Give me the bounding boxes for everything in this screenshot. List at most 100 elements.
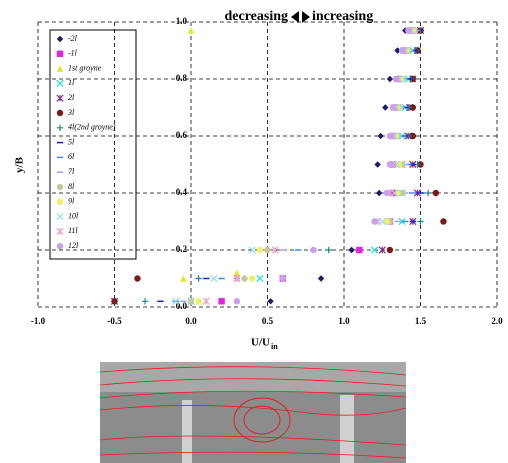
y-tick-label: 0.4 bbox=[176, 187, 188, 197]
legend-marker bbox=[56, 94, 64, 102]
legend-marker bbox=[56, 243, 64, 250]
legend-label: 2l bbox=[68, 93, 75, 102]
point bbox=[249, 275, 256, 282]
point bbox=[386, 246, 394, 254]
point bbox=[378, 246, 386, 254]
y-tick-label: 0.8 bbox=[176, 73, 188, 83]
point bbox=[210, 274, 218, 283]
legend-label: 5l bbox=[68, 137, 75, 146]
y-tick-label: 1.0 bbox=[176, 16, 188, 26]
x-tick-label: 0.5 bbox=[262, 316, 274, 326]
legend-label: 10l bbox=[68, 211, 79, 220]
x-tick-label: 1.5 bbox=[415, 316, 427, 326]
legend-marker bbox=[56, 198, 64, 205]
point bbox=[386, 75, 394, 83]
point bbox=[202, 297, 210, 305]
y-axis-label: y/B bbox=[14, 156, 26, 173]
x-tick-label: 1.0 bbox=[338, 316, 350, 326]
point bbox=[233, 298, 241, 305]
point bbox=[389, 104, 397, 111]
point bbox=[386, 161, 394, 168]
legend-marker bbox=[56, 109, 64, 117]
point bbox=[409, 132, 417, 140]
legend-marker bbox=[56, 65, 64, 72]
point bbox=[409, 104, 417, 111]
x-tick-label: 0.0 bbox=[185, 316, 197, 326]
point bbox=[382, 104, 389, 111]
arrow-right bbox=[302, 11, 310, 23]
point bbox=[141, 298, 149, 305]
point bbox=[371, 218, 378, 225]
point bbox=[248, 246, 256, 254]
point bbox=[241, 275, 248, 282]
point bbox=[390, 132, 399, 140]
x-tick-label: -1.0 bbox=[31, 316, 46, 326]
legend-marker bbox=[56, 50, 64, 57]
legend-label: 12l bbox=[68, 241, 79, 250]
point bbox=[389, 189, 397, 197]
point bbox=[370, 246, 379, 254]
legend-marker bbox=[56, 212, 64, 221]
legend-marker bbox=[56, 35, 64, 43]
point bbox=[392, 75, 400, 83]
arrow-left bbox=[291, 11, 299, 23]
point bbox=[356, 246, 363, 254]
legend-box bbox=[49, 29, 137, 260]
legend-marker bbox=[56, 227, 64, 236]
point bbox=[267, 298, 274, 305]
y-tick-label: 0.2 bbox=[176, 244, 188, 254]
legend-label: 3l bbox=[67, 108, 75, 117]
point bbox=[432, 189, 439, 197]
point bbox=[325, 246, 332, 254]
legend-label: -2l bbox=[68, 34, 78, 43]
x-tick-label: 2.0 bbox=[491, 316, 503, 326]
point bbox=[374, 161, 381, 168]
legend-label: 1st groyne bbox=[68, 63, 102, 72]
point bbox=[440, 218, 447, 225]
point bbox=[417, 218, 424, 225]
point bbox=[392, 160, 400, 169]
point bbox=[405, 27, 412, 34]
point bbox=[271, 246, 279, 254]
point bbox=[233, 269, 241, 276]
point bbox=[111, 298, 118, 305]
y-tick-label: 0.0 bbox=[176, 301, 188, 311]
x-axis-label: U/U bbox=[251, 337, 270, 349]
point bbox=[386, 132, 394, 140]
point bbox=[134, 275, 141, 282]
point bbox=[377, 132, 384, 140]
legend-label: 8l bbox=[68, 182, 75, 191]
annotation: increasing bbox=[312, 9, 373, 24]
legend-marker bbox=[56, 124, 64, 131]
point bbox=[233, 274, 241, 283]
point bbox=[398, 189, 406, 197]
point bbox=[256, 246, 264, 254]
legend-label: 9l bbox=[68, 197, 75, 206]
point bbox=[187, 298, 195, 305]
legend-marker bbox=[56, 183, 64, 191]
annotation: decreasing bbox=[224, 9, 288, 24]
legend-label: 6l bbox=[68, 152, 75, 161]
point bbox=[375, 189, 383, 197]
point bbox=[264, 246, 271, 254]
point bbox=[398, 47, 406, 54]
point bbox=[310, 246, 317, 254]
legend-label: -1l bbox=[68, 49, 78, 58]
point bbox=[383, 189, 391, 197]
y-tick-label: 0.6 bbox=[176, 130, 188, 140]
x-axis-label-sub: in bbox=[271, 342, 278, 351]
flow-photo bbox=[99, 362, 407, 463]
point bbox=[218, 298, 225, 305]
legend-label: 7l bbox=[68, 167, 75, 176]
point bbox=[187, 27, 195, 34]
point bbox=[424, 189, 432, 197]
point bbox=[383, 218, 391, 225]
legend-label: 1l bbox=[68, 78, 75, 87]
point bbox=[195, 298, 202, 305]
legend-label: 4l(2nd groyne) bbox=[68, 123, 116, 132]
point bbox=[348, 246, 355, 254]
point bbox=[180, 275, 187, 282]
point bbox=[256, 274, 264, 283]
point bbox=[317, 275, 325, 282]
